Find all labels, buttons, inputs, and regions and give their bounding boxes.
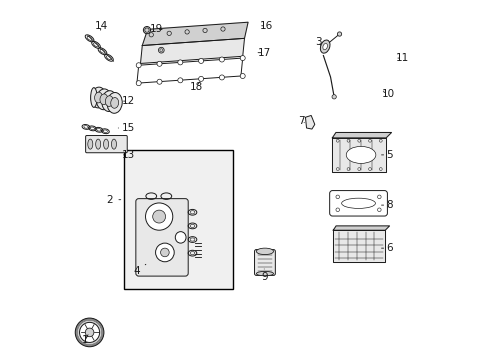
Text: 17: 17 [257,48,270,58]
Ellipse shape [175,231,185,243]
Polygon shape [142,22,247,45]
Ellipse shape [111,139,116,149]
Polygon shape [333,230,385,262]
Text: 15: 15 [118,123,134,133]
Ellipse shape [346,147,375,163]
Ellipse shape [110,98,119,108]
Circle shape [152,210,165,223]
Circle shape [219,75,224,80]
Bar [123,149,233,289]
Text: 3: 3 [314,37,321,47]
Circle shape [219,57,224,62]
Ellipse shape [322,44,327,50]
Circle shape [80,322,100,342]
Circle shape [145,203,172,230]
Circle shape [240,55,244,60]
Text: 16: 16 [259,21,272,31]
Ellipse shape [103,139,108,149]
Ellipse shape [100,94,108,105]
Circle shape [155,243,174,262]
Ellipse shape [88,139,93,149]
Circle shape [149,33,153,37]
Text: 13: 13 [121,150,134,160]
Polygon shape [305,116,314,129]
Text: 12: 12 [121,96,134,106]
Circle shape [85,328,94,337]
Circle shape [143,27,150,34]
Circle shape [198,76,203,81]
Polygon shape [332,132,391,138]
Circle shape [184,30,189,34]
Text: 14: 14 [94,21,107,31]
Text: 9: 9 [261,269,267,282]
Polygon shape [332,138,386,172]
Ellipse shape [341,198,375,208]
Circle shape [157,61,162,66]
Text: 18: 18 [189,82,203,92]
FancyBboxPatch shape [136,199,188,276]
FancyBboxPatch shape [85,135,127,153]
Circle shape [167,31,171,36]
Circle shape [240,73,244,78]
Text: 10: 10 [381,89,394,99]
Circle shape [198,58,203,63]
FancyBboxPatch shape [329,190,386,216]
Text: 11: 11 [395,53,408,63]
Text: 5: 5 [381,150,392,160]
FancyBboxPatch shape [254,249,275,275]
Text: 4: 4 [133,264,145,276]
Circle shape [157,79,162,84]
Ellipse shape [91,87,106,108]
Circle shape [337,32,341,36]
Circle shape [75,318,104,347]
Text: 2: 2 [106,195,121,205]
Text: 19: 19 [150,24,163,35]
Ellipse shape [256,248,273,255]
Polygon shape [333,226,389,230]
Circle shape [203,28,207,33]
Ellipse shape [90,87,97,107]
Text: 7: 7 [298,116,305,126]
Circle shape [158,47,164,53]
Ellipse shape [96,89,111,110]
Circle shape [178,60,183,65]
Ellipse shape [105,96,113,107]
Ellipse shape [107,93,122,113]
Ellipse shape [102,91,117,112]
Circle shape [160,248,169,257]
Ellipse shape [320,40,329,53]
Ellipse shape [256,271,273,276]
Circle shape [136,63,141,68]
Ellipse shape [96,139,101,149]
Circle shape [331,95,336,99]
Ellipse shape [94,92,102,103]
Text: 8: 8 [381,200,392,210]
Text: 1: 1 [81,334,88,345]
Text: 6: 6 [381,243,392,253]
Polygon shape [137,58,242,83]
Circle shape [136,81,141,86]
Polygon shape [140,39,244,63]
Circle shape [178,78,183,83]
Circle shape [221,27,224,31]
